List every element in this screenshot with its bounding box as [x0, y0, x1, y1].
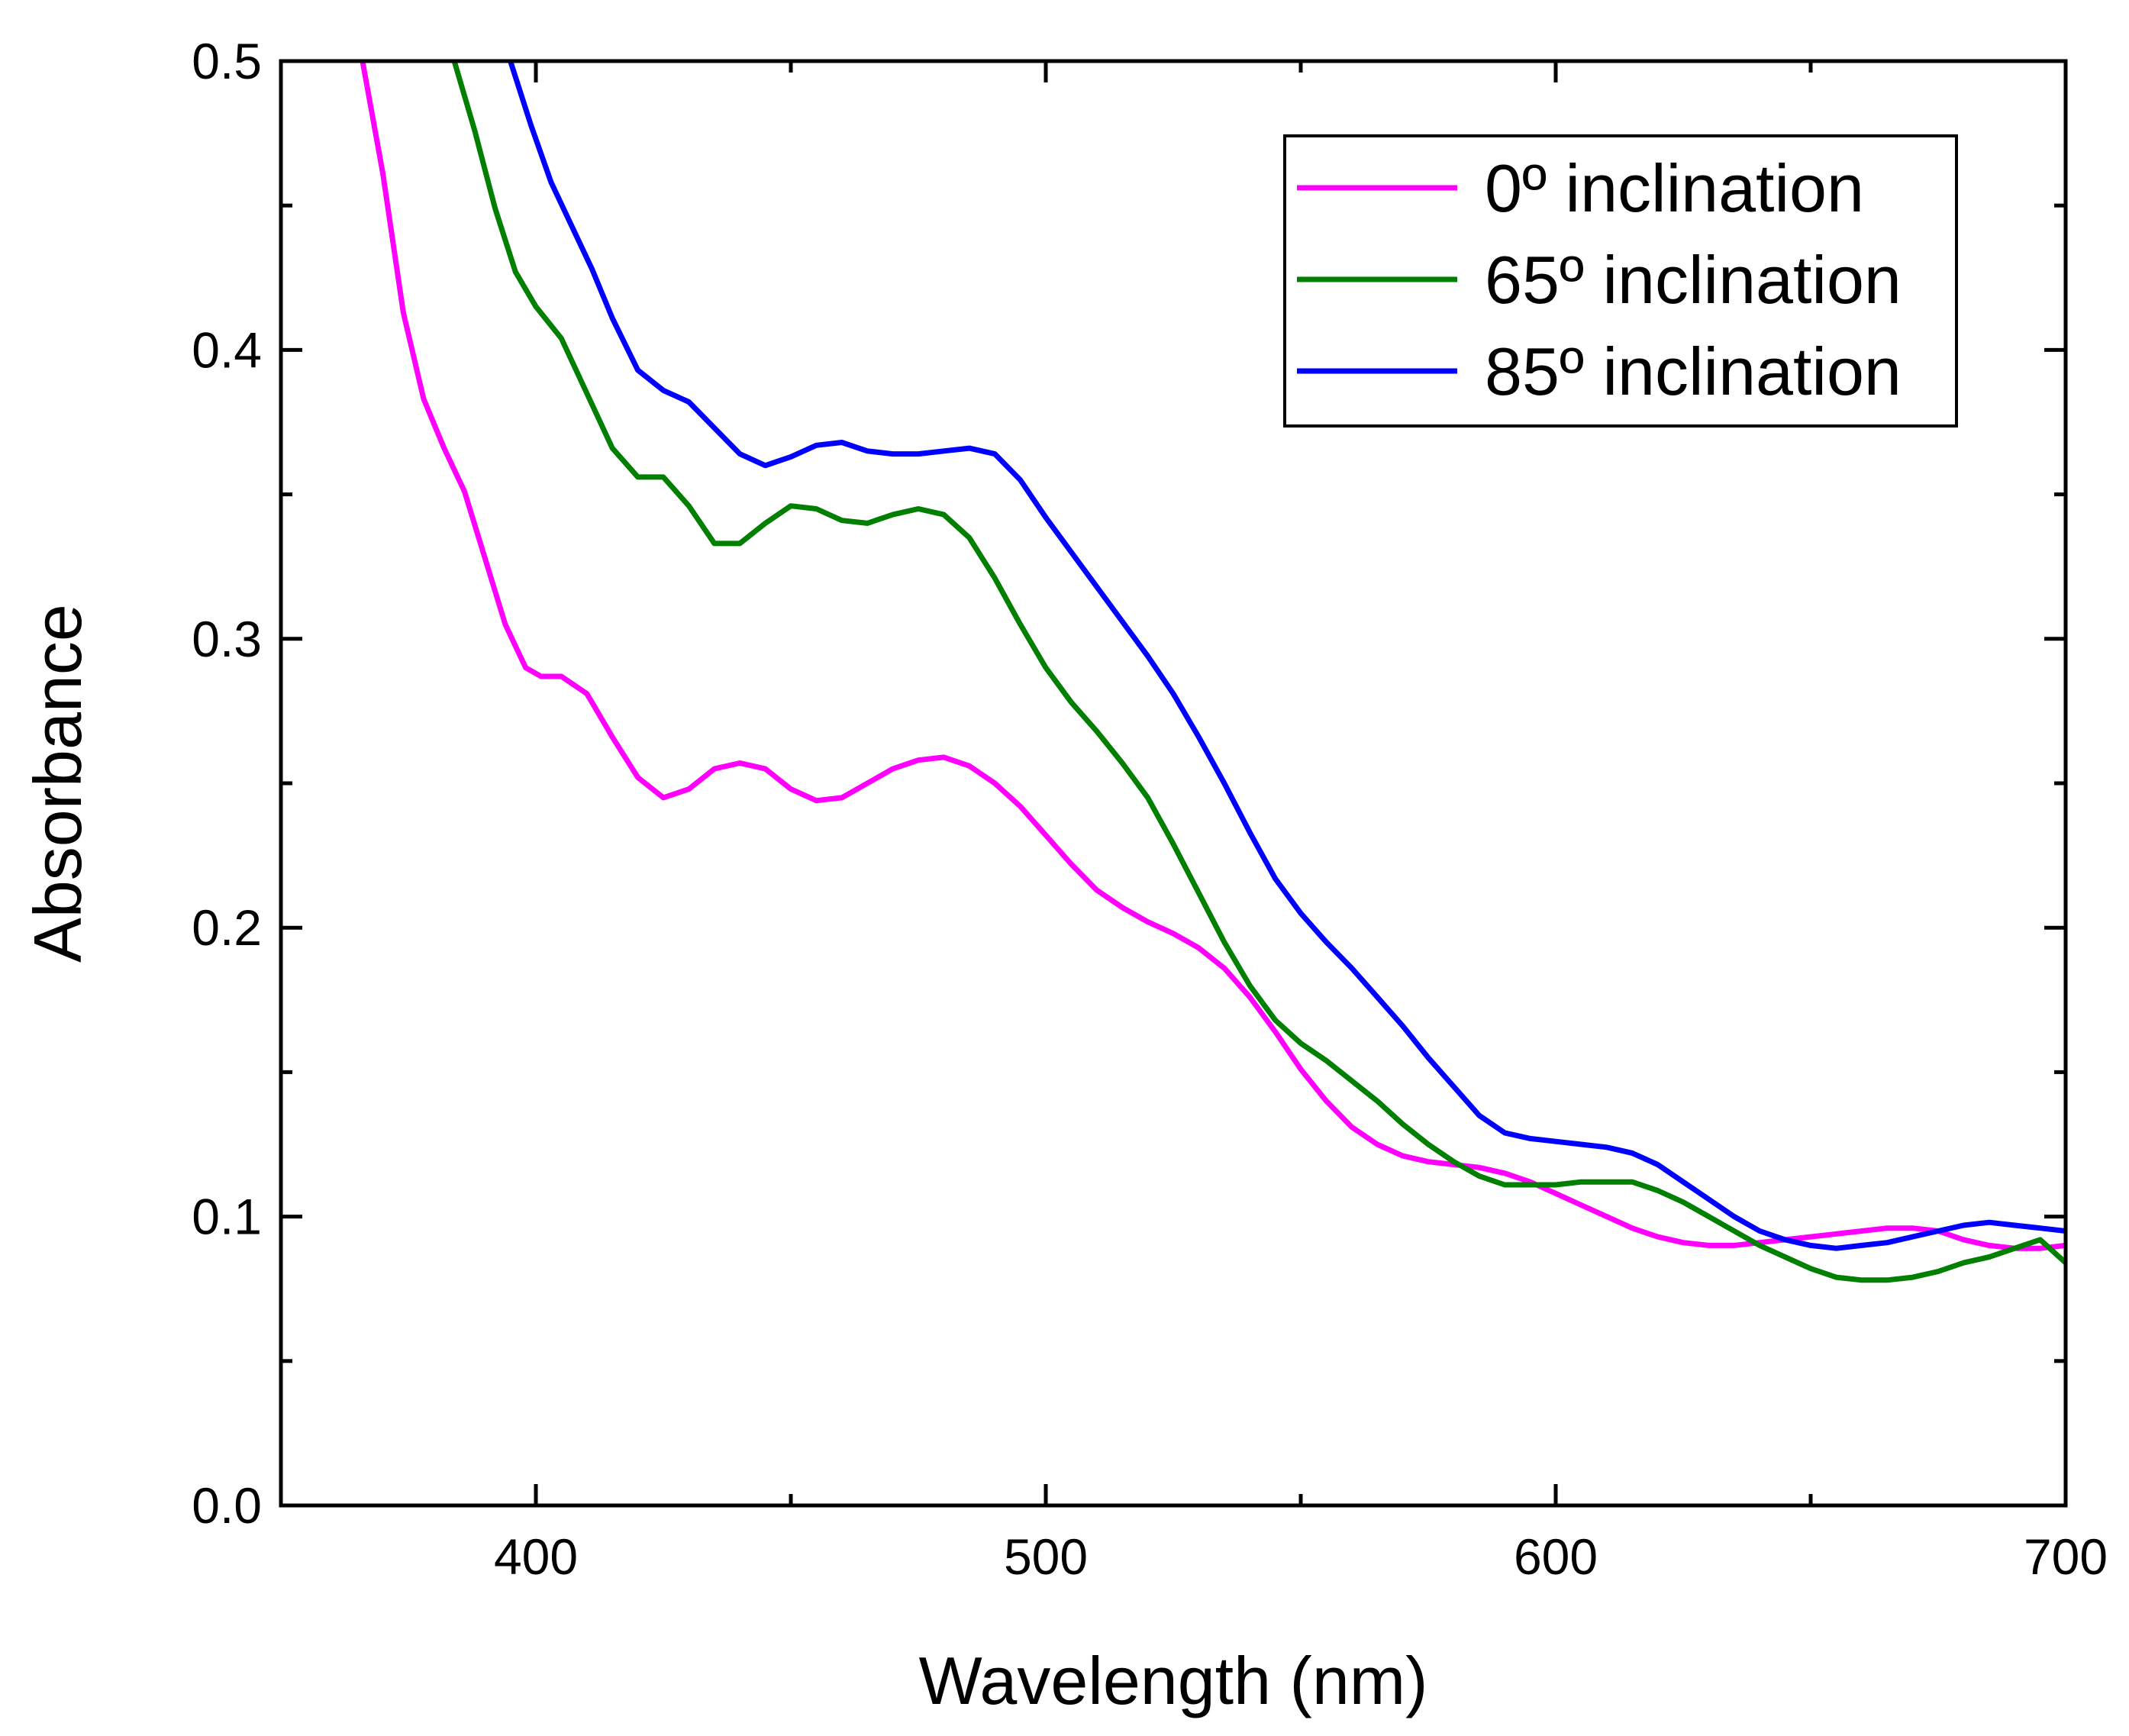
y-tick-label: 0.5: [192, 33, 262, 89]
x-tick-label: 400: [494, 1528, 578, 1585]
x-tick-label: 700: [2024, 1528, 2108, 1585]
legend: 0º inclination 65º inclination 85º inclina…: [1283, 134, 1958, 428]
x-tick-label: 500: [1004, 1528, 1088, 1585]
y-tick-label: 0.0: [192, 1477, 262, 1534]
legend-label-0: 0º inclination: [1485, 150, 1864, 226]
series-line-2: [508, 61, 2066, 1251]
series-layer: [360, 61, 2066, 1283]
y-tick-label: 0.4: [192, 321, 262, 378]
y-tick-label: 0.1: [192, 1189, 262, 1245]
y-axis-title: Absorbance: [20, 604, 95, 963]
y-tick-label: 0.2: [192, 899, 262, 956]
x-tick-label: 600: [1514, 1528, 1598, 1585]
legend-label-1: 65º inclination: [1485, 242, 1902, 318]
axes-layer: 400 500 600 700 0.0 0.1 0.2 0.3 0.4 0.5: [192, 33, 2108, 1585]
legend-label-2: 85º inclination: [1485, 334, 1902, 409]
x-axis-title: Wavelength (nm): [919, 1643, 1428, 1718]
series-line-0: [360, 61, 2066, 1251]
y-tick-label: 0.3: [192, 611, 262, 667]
series-line-1: [451, 61, 2066, 1283]
